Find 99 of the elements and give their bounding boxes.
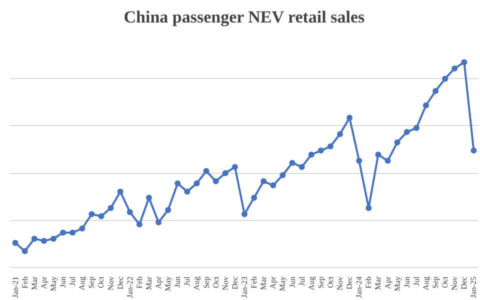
x-tick-label: Apr	[268, 276, 278, 289]
point	[346, 114, 353, 121]
point	[232, 164, 238, 170]
x-tick-label: Jun	[402, 276, 412, 288]
point	[40, 238, 47, 244]
point	[12, 240, 18, 246]
x-tick-label: Feb	[250, 276, 259, 288]
x-tick-label: Mar	[259, 276, 268, 290]
point	[270, 182, 276, 188]
point	[337, 131, 344, 138]
point	[156, 219, 162, 226]
x-tick-label: Apr	[39, 276, 48, 289]
point	[165, 207, 172, 214]
x-tick-label: Sep	[431, 276, 440, 288]
x-tick-label: Dec	[230, 276, 240, 290]
point	[212, 178, 219, 184]
point	[394, 139, 400, 146]
point	[470, 148, 477, 154]
point	[22, 248, 28, 254]
x-tick-label: Jan-21	[10, 276, 20, 298]
point	[70, 230, 76, 236]
point	[298, 164, 305, 170]
x-tick-label: Mar	[30, 276, 39, 290]
x-tick-label: Aug	[192, 276, 202, 290]
point	[413, 124, 420, 131]
point	[88, 211, 95, 218]
point	[442, 76, 448, 82]
x-tick-label: Aug	[306, 276, 316, 290]
point	[222, 170, 228, 176]
x-tick-label: Mar	[144, 276, 154, 290]
point	[126, 209, 133, 216]
point	[289, 160, 296, 166]
x-tick-label: Oct	[326, 276, 335, 288]
point	[422, 102, 429, 108]
x-tick-label: Sep	[202, 276, 211, 288]
x-tick-label: Aug	[78, 276, 87, 290]
chart-title: China passenger NEV retail sales	[124, 8, 366, 26]
x-tick-label: May	[48, 276, 58, 292]
point	[251, 194, 258, 201]
point	[318, 148, 324, 154]
point	[194, 180, 200, 186]
point	[60, 230, 66, 236]
x-tick-label: Feb	[20, 276, 30, 288]
point	[31, 236, 38, 242]
x-tick-label: Dec	[116, 276, 125, 290]
point	[452, 65, 458, 72]
x-tick-label: Jan-23	[240, 276, 249, 298]
point	[375, 152, 382, 158]
point	[280, 172, 286, 178]
x-tick-label: Jul	[297, 276, 306, 286]
point	[242, 211, 248, 218]
point	[98, 213, 104, 220]
x-tick-label: Oct	[211, 276, 220, 288]
x-tick-label: Oct	[440, 276, 450, 288]
point	[404, 129, 410, 136]
x-tick-label: Nov	[450, 276, 460, 290]
x-tick-label: Mar	[374, 276, 383, 290]
x-tick-label: Feb	[134, 276, 144, 288]
point	[50, 236, 56, 242]
x-tick-label: Jun	[58, 276, 68, 288]
point	[136, 221, 142, 228]
point	[117, 188, 124, 195]
x-tick-label: Apr	[383, 276, 392, 289]
x-tick-label: Jul	[68, 276, 78, 286]
x-tick-label: Jan-22	[125, 276, 134, 298]
x-tick-label: Sep	[87, 276, 96, 288]
x-tick-label: Nov	[106, 276, 116, 290]
x-tick-label: Dec	[460, 276, 469, 290]
point	[203, 168, 210, 174]
point	[327, 143, 334, 150]
point	[146, 194, 152, 201]
x-tick-label: May	[164, 276, 173, 292]
x-tick-label: Apr	[154, 276, 164, 289]
point	[308, 152, 314, 158]
point	[184, 188, 190, 195]
x-tick-label: Feb	[364, 276, 374, 288]
point	[79, 226, 86, 232]
x-tick-label: Dec	[345, 276, 354, 290]
point	[366, 204, 372, 211]
point	[108, 204, 114, 211]
point	[384, 158, 391, 164]
x-tick-label: Jun	[288, 276, 297, 288]
x-tick-label: Jan-24	[354, 276, 364, 298]
x-tick-label: Oct	[96, 276, 106, 288]
point	[432, 88, 439, 94]
x-tick-label: Aug	[421, 276, 430, 290]
x-tick-label: Nov	[336, 276, 345, 290]
x-tick-label: Jun	[173, 276, 182, 288]
point	[260, 178, 267, 184]
x-tick-label: Jul	[412, 276, 421, 286]
x-tick-label: May	[278, 276, 288, 292]
x-tick-label: Sep	[316, 276, 326, 288]
x-tick-label: Jul	[182, 276, 192, 286]
x-tick-label: Jan-25	[469, 276, 478, 298]
point	[461, 59, 468, 66]
point	[356, 158, 362, 164]
x-tick-label: Nov	[220, 276, 230, 290]
point	[174, 180, 181, 186]
x-tick-label: May	[392, 276, 402, 292]
